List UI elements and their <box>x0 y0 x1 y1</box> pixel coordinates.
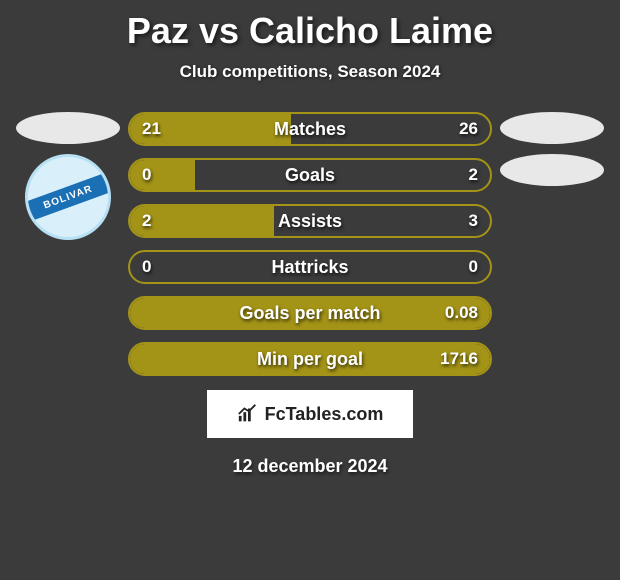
stat-value-right: 0.08 <box>445 298 478 328</box>
left-badge-slot-1 <box>16 112 120 144</box>
stat-value-right: 2 <box>469 160 478 190</box>
left-side: BOLIVAR <box>8 112 128 376</box>
brand-box: FcTables.com <box>207 390 413 438</box>
subtitle: Club competitions, Season 2024 <box>0 62 620 82</box>
stat-label: Goals per match <box>130 298 490 328</box>
stat-bar: 0Hattricks0 <box>128 250 492 284</box>
stat-label: Goals <box>130 160 490 190</box>
right-badge-slot-1 <box>500 112 604 144</box>
stat-label: Matches <box>130 114 490 144</box>
stat-bar: 21Matches26 <box>128 112 492 146</box>
stat-value-right: 26 <box>459 114 478 144</box>
comparison-content: BOLIVAR 21Matches260Goals22Assists30Hatt… <box>0 112 620 376</box>
stat-value-right: 0 <box>469 252 478 282</box>
stat-bar: 2Assists3 <box>128 204 492 238</box>
stat-bar: 0Goals2 <box>128 158 492 192</box>
date-label: 12 december 2024 <box>0 456 620 477</box>
left-team-logo: BOLIVAR <box>25 154 111 240</box>
stat-label: Hattricks <box>130 252 490 282</box>
right-side <box>492 112 612 376</box>
right-badge-slot-2 <box>500 154 604 186</box>
page-title: Paz vs Calicho Laime <box>0 0 620 52</box>
stat-bar: Goals per match0.08 <box>128 296 492 330</box>
logo-band-text: BOLIVAR <box>25 171 111 223</box>
stat-bars: 21Matches260Goals22Assists30Hattricks0Go… <box>128 112 492 376</box>
brand-chart-icon <box>237 403 259 425</box>
stat-label: Min per goal <box>130 344 490 374</box>
brand-text: FcTables.com <box>265 404 384 425</box>
stat-label: Assists <box>130 206 490 236</box>
stat-value-right: 3 <box>469 206 478 236</box>
stat-bar: Min per goal1716 <box>128 342 492 376</box>
stat-value-right: 1716 <box>440 344 478 374</box>
